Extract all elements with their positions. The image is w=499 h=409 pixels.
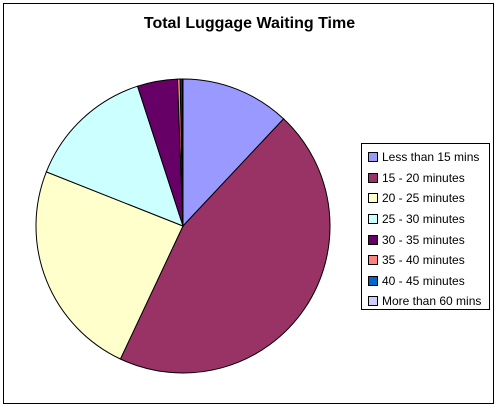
- legend-swatch-4: [368, 234, 378, 245]
- pie-slice-0: [182, 78, 285, 228]
- legend-item-6: 40 - 45 minutes: [368, 271, 489, 292]
- legend-swatch-5: [368, 255, 378, 266]
- legend: Less than 15 mins 15 - 20 minutes 20 - 25 …: [361, 143, 490, 310]
- legend-label-1: 15 - 20 minutes: [382, 170, 465, 185]
- legend-item-5: 35 - 40 minutes: [368, 250, 489, 271]
- legend-item-2: 20 - 25 minutes: [368, 188, 489, 209]
- legend-swatch-6: [368, 275, 378, 286]
- legend-label-0: Less than 15 mins: [382, 150, 480, 165]
- legend-item-3: 25 - 30 minutes: [368, 209, 489, 230]
- pie-slice-2: [35, 171, 184, 360]
- legend-swatch-3: [368, 214, 378, 225]
- legend-item-7: More than 60 mins: [368, 291, 489, 312]
- legend-label-3: 25 - 30 minutes: [382, 212, 465, 227]
- legend-swatch-0: [368, 152, 378, 163]
- legend-label-6: 40 - 45 minutes: [382, 273, 465, 288]
- legend-swatch-7: [368, 296, 378, 307]
- legend-item-4: 30 - 35 minutes: [368, 229, 489, 250]
- legend-label-4: 30 - 35 minutes: [382, 232, 465, 247]
- legend-label-7: More than 60 mins: [382, 294, 482, 309]
- legend-label-5: 35 - 40 minutes: [382, 253, 465, 268]
- chart-title: Total Luggage Waiting Time: [143, 15, 356, 32]
- legend-item-1: 15 - 20 minutes: [368, 168, 489, 189]
- pie-slice-1: [119, 118, 331, 374]
- legend-swatch-1: [368, 172, 378, 183]
- legend-swatch-2: [368, 193, 378, 204]
- legend-label-2: 20 - 25 minutes: [382, 191, 465, 206]
- legend-item-0: Less than 15 mins: [368, 147, 489, 168]
- pie-slice-7: [181, 78, 184, 227]
